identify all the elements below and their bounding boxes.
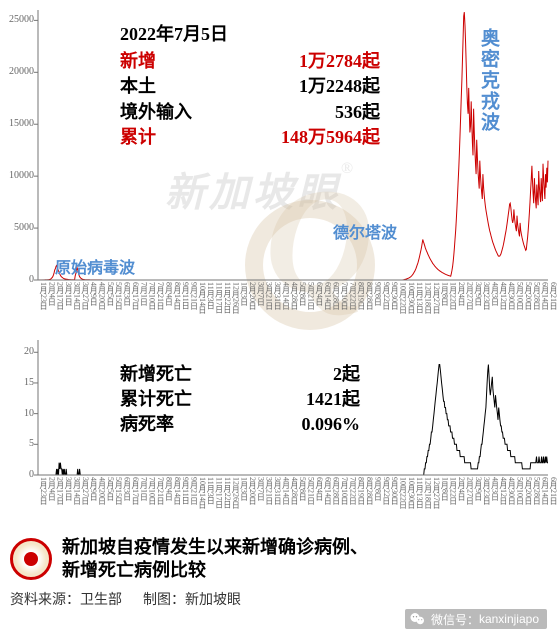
stats-value: 1421起 [220, 387, 360, 412]
stats-value: 1万2784起 [215, 49, 380, 74]
y-tick-label: 20000 [4, 66, 34, 77]
source-value: 卫生部 [80, 593, 122, 608]
stats-value: 1万2248起 [215, 74, 380, 99]
stats-row: 病死率0.096% [120, 412, 360, 437]
stats-row: 累计148万5964起 [120, 125, 380, 150]
x-tick-label: 6月21日 [548, 477, 557, 505]
chart-container: 新加坡眼® Q 1月23日2月4日2月17日3月1日3月14日3月27日4月9日… [0, 0, 557, 635]
stats-value: 148万5964起 [215, 125, 380, 150]
stats-label: 病死率 [120, 412, 220, 437]
y-tick-label: 5000 [4, 222, 34, 233]
footer-title: 新加坡自疫情发生以来新增确诊病例、 新增死亡病例比较 [62, 536, 368, 583]
wechat-overlay: 微信号：kanxinjiapo [405, 609, 547, 629]
wave-label-omicron: 奥密克戎波 [475, 28, 502, 133]
y-tick-label: 0 [4, 274, 34, 285]
stats-label: 本土 [120, 74, 215, 99]
producer-label: 制图： [143, 593, 185, 608]
producer-value: 新加坡眼 [185, 593, 241, 608]
bottom-stats-box: 新增死亡2起累计死亡1421起病死率0.096% [120, 362, 360, 438]
stats-value: 0.096% [220, 412, 360, 437]
wave-label-delta: 德尔塔波 [333, 219, 397, 243]
stats-row: 本土1万2248起 [120, 74, 380, 99]
stats-date: 2022年7月5日 [120, 22, 380, 47]
y-tick-label: 25000 [4, 14, 34, 25]
y-tick-label: 10000 [4, 170, 34, 181]
y-tick-label: 0 [4, 469, 34, 480]
footer-title-line1: 新加坡自疫情发生以来新增确诊病例、 [62, 536, 368, 559]
y-tick-label: 5 [4, 438, 34, 449]
x-tick-label: 6月21日 [548, 282, 557, 310]
stats-row: 境外输入536起 [120, 100, 380, 125]
wechat-icon [409, 610, 427, 628]
stats-label: 境外输入 [120, 100, 215, 125]
footer-title-row: 新加坡自疫情发生以来新增确诊病例、 新增死亡病例比较 [0, 528, 557, 587]
footer-title-line2: 新增死亡病例比较 [62, 559, 368, 582]
y-tick-label: 20 [4, 346, 34, 357]
stats-label: 新增 [120, 49, 215, 74]
stats-value: 2起 [220, 362, 360, 387]
stats-row: 新增死亡2起 [120, 362, 360, 387]
source-label: 资料来源： [10, 593, 80, 608]
top-stats-box: 2022年7月5日 新增1万2784起本土1万2248起境外输入536起累计14… [120, 22, 380, 150]
stats-row: 累计死亡1421起 [120, 387, 360, 412]
logo-eye-icon [10, 538, 52, 580]
wave-label-original: 原始病毒波 [55, 254, 135, 278]
wechat-id: kanxinjiapo [479, 612, 539, 626]
y-tick-label: 15 [4, 377, 34, 388]
stats-row: 新增1万2784起 [120, 49, 380, 74]
y-tick-label: 10 [4, 408, 34, 419]
stats-value: 536起 [215, 100, 380, 125]
wechat-label: 微信号： [431, 611, 479, 628]
stats-label: 累计 [120, 125, 215, 150]
y-tick-label: 15000 [4, 118, 34, 129]
stats-label: 新增死亡 [120, 362, 220, 387]
stats-label: 累计死亡 [120, 387, 220, 412]
